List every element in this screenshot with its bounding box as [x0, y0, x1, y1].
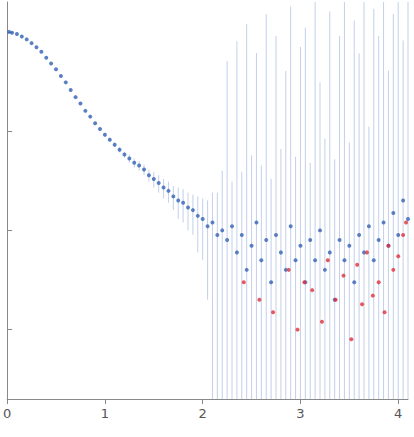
svg-text:0: 0 [3, 406, 11, 421]
svg-text:1: 1 [101, 406, 109, 421]
svg-text:4: 4 [394, 406, 402, 421]
svg-text:3: 3 [296, 406, 304, 421]
svg-text:2: 2 [199, 406, 207, 421]
